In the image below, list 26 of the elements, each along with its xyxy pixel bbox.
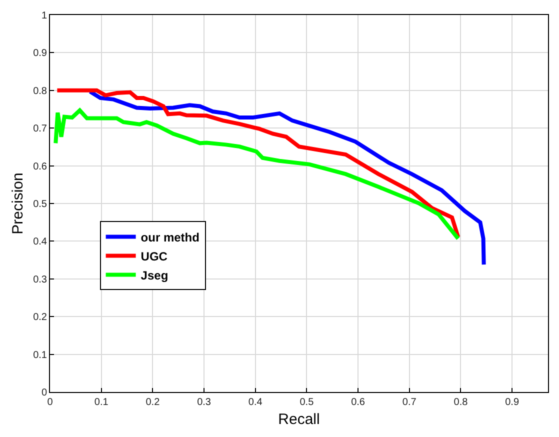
y-tick-label: 0.8 [33,86,48,97]
x-axis-title: Recall [278,411,320,428]
x-tick-label: 0.3 [197,397,212,408]
y-tick-label: 0.1 [33,350,48,361]
x-tick-label: 0.4 [248,397,263,408]
y-axis-title: Precision [9,172,26,234]
y-tick-label: 0.6 [33,161,48,172]
x-tick-label: 0.7 [402,397,417,408]
x-tick-label: 0.1 [94,397,109,408]
y-tick-label: 0.2 [33,312,48,324]
x-tick-label: 0.5 [300,397,314,408]
legend-label: UGC [140,249,168,264]
legend-label: our methd [140,230,200,244]
y-tick-label: 0.3 [33,274,48,286]
line-series [88,90,486,267]
y-tick-label: 0.4 [33,236,48,248]
y-tick-label: 0 [41,388,48,398]
x-tick-label: 0.9 [505,397,520,408]
y-tick-label: 0.7 [33,124,48,135]
x-tick-label: 0.8 [454,397,468,408]
y-tick-label: 0.5 [33,199,48,210]
x-tick-label: 0.2 [146,397,160,408]
x-tick-label: 0.6 [351,397,366,408]
y-tick-label: 0.9 [33,48,48,60]
legend-label: Jseg [140,268,168,282]
y-tick-label: 1 [41,10,48,22]
